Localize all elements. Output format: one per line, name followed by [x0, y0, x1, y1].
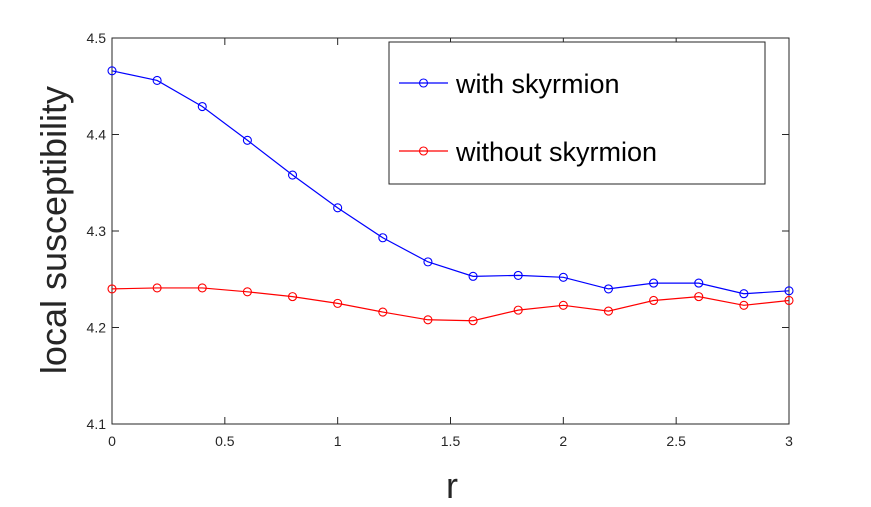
series-0: [107, 66, 794, 299]
data-point: [649, 278, 659, 288]
data-point: [649, 295, 659, 306]
y-tick-label: 4.4: [87, 127, 107, 143]
data-point: [107, 66, 117, 76]
data-point: [333, 298, 343, 308]
data-point: [513, 270, 523, 280]
data-point: [468, 271, 478, 281]
y-tick-label: 4.5: [87, 30, 107, 46]
x-tick-label: 0: [108, 433, 116, 449]
data-point: [739, 300, 749, 310]
data-point: [784, 286, 794, 296]
data-point: [242, 135, 252, 145]
legend-marker: [418, 146, 429, 156]
tick-layer: 0 0.5 1 1.5 2 2.5 3 4.1 4.2 4.3 4.4 4.5: [87, 30, 794, 449]
x-tick-label: 2: [559, 433, 567, 449]
y-axis-title: local susceptibility: [33, 86, 74, 374]
series-line: [111, 287, 790, 322]
data-point: [333, 203, 343, 213]
data-point: [694, 278, 704, 288]
data-point: [468, 316, 478, 326]
data-point: [513, 305, 523, 315]
x-tick-label: 2.5: [666, 433, 686, 449]
legend-box: [388, 41, 766, 185]
x-tick-label: 1.5: [441, 433, 461, 449]
data-point: [287, 170, 298, 180]
y-tick-label: 4.3: [87, 223, 107, 239]
legend: with skyrmion without skyrmion: [388, 41, 766, 185]
data-point: [423, 315, 433, 325]
legend-marker: [418, 78, 429, 88]
data-point: [603, 306, 614, 316]
y-tick-label: 4.1: [87, 416, 107, 432]
data-point: [152, 75, 162, 86]
x-tick-label: 0.5: [215, 433, 235, 449]
x-tick-label: 1: [334, 433, 342, 449]
data-point: [784, 295, 794, 306]
series-layer: [107, 66, 794, 326]
series-1: [107, 283, 794, 326]
data-point: [287, 292, 298, 302]
x-axis-title: r: [446, 465, 458, 506]
data-point: [423, 257, 433, 267]
data-point: [152, 283, 162, 293]
data-point: [242, 287, 252, 297]
series-line: [111, 70, 790, 295]
data-point: [197, 283, 207, 293]
data-point: [378, 307, 388, 317]
data-point: [378, 233, 388, 243]
data-point: [558, 272, 568, 282]
data-point: [107, 284, 117, 294]
data-point: [739, 289, 749, 299]
legend-label: with skyrmion: [455, 69, 620, 99]
data-point: [694, 292, 704, 302]
y-tick-label: 4.2: [87, 320, 107, 336]
data-point: [197, 101, 207, 112]
data-point: [558, 300, 568, 310]
legend-label: without skyrmion: [455, 137, 657, 167]
x-tick-label: 3: [785, 433, 793, 449]
data-point: [603, 284, 614, 294]
